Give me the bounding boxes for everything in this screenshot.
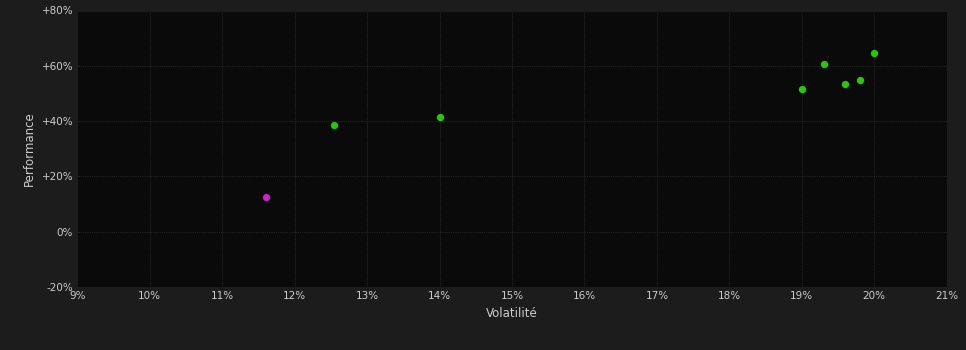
Point xyxy=(327,122,342,128)
Y-axis label: Performance: Performance xyxy=(23,111,36,186)
Point xyxy=(432,114,447,120)
X-axis label: Volatilité: Volatilité xyxy=(486,307,538,320)
Point xyxy=(838,81,853,86)
Point xyxy=(258,194,273,200)
Point xyxy=(852,77,867,83)
Point xyxy=(816,62,832,67)
Point xyxy=(794,86,810,92)
Point xyxy=(867,50,882,56)
